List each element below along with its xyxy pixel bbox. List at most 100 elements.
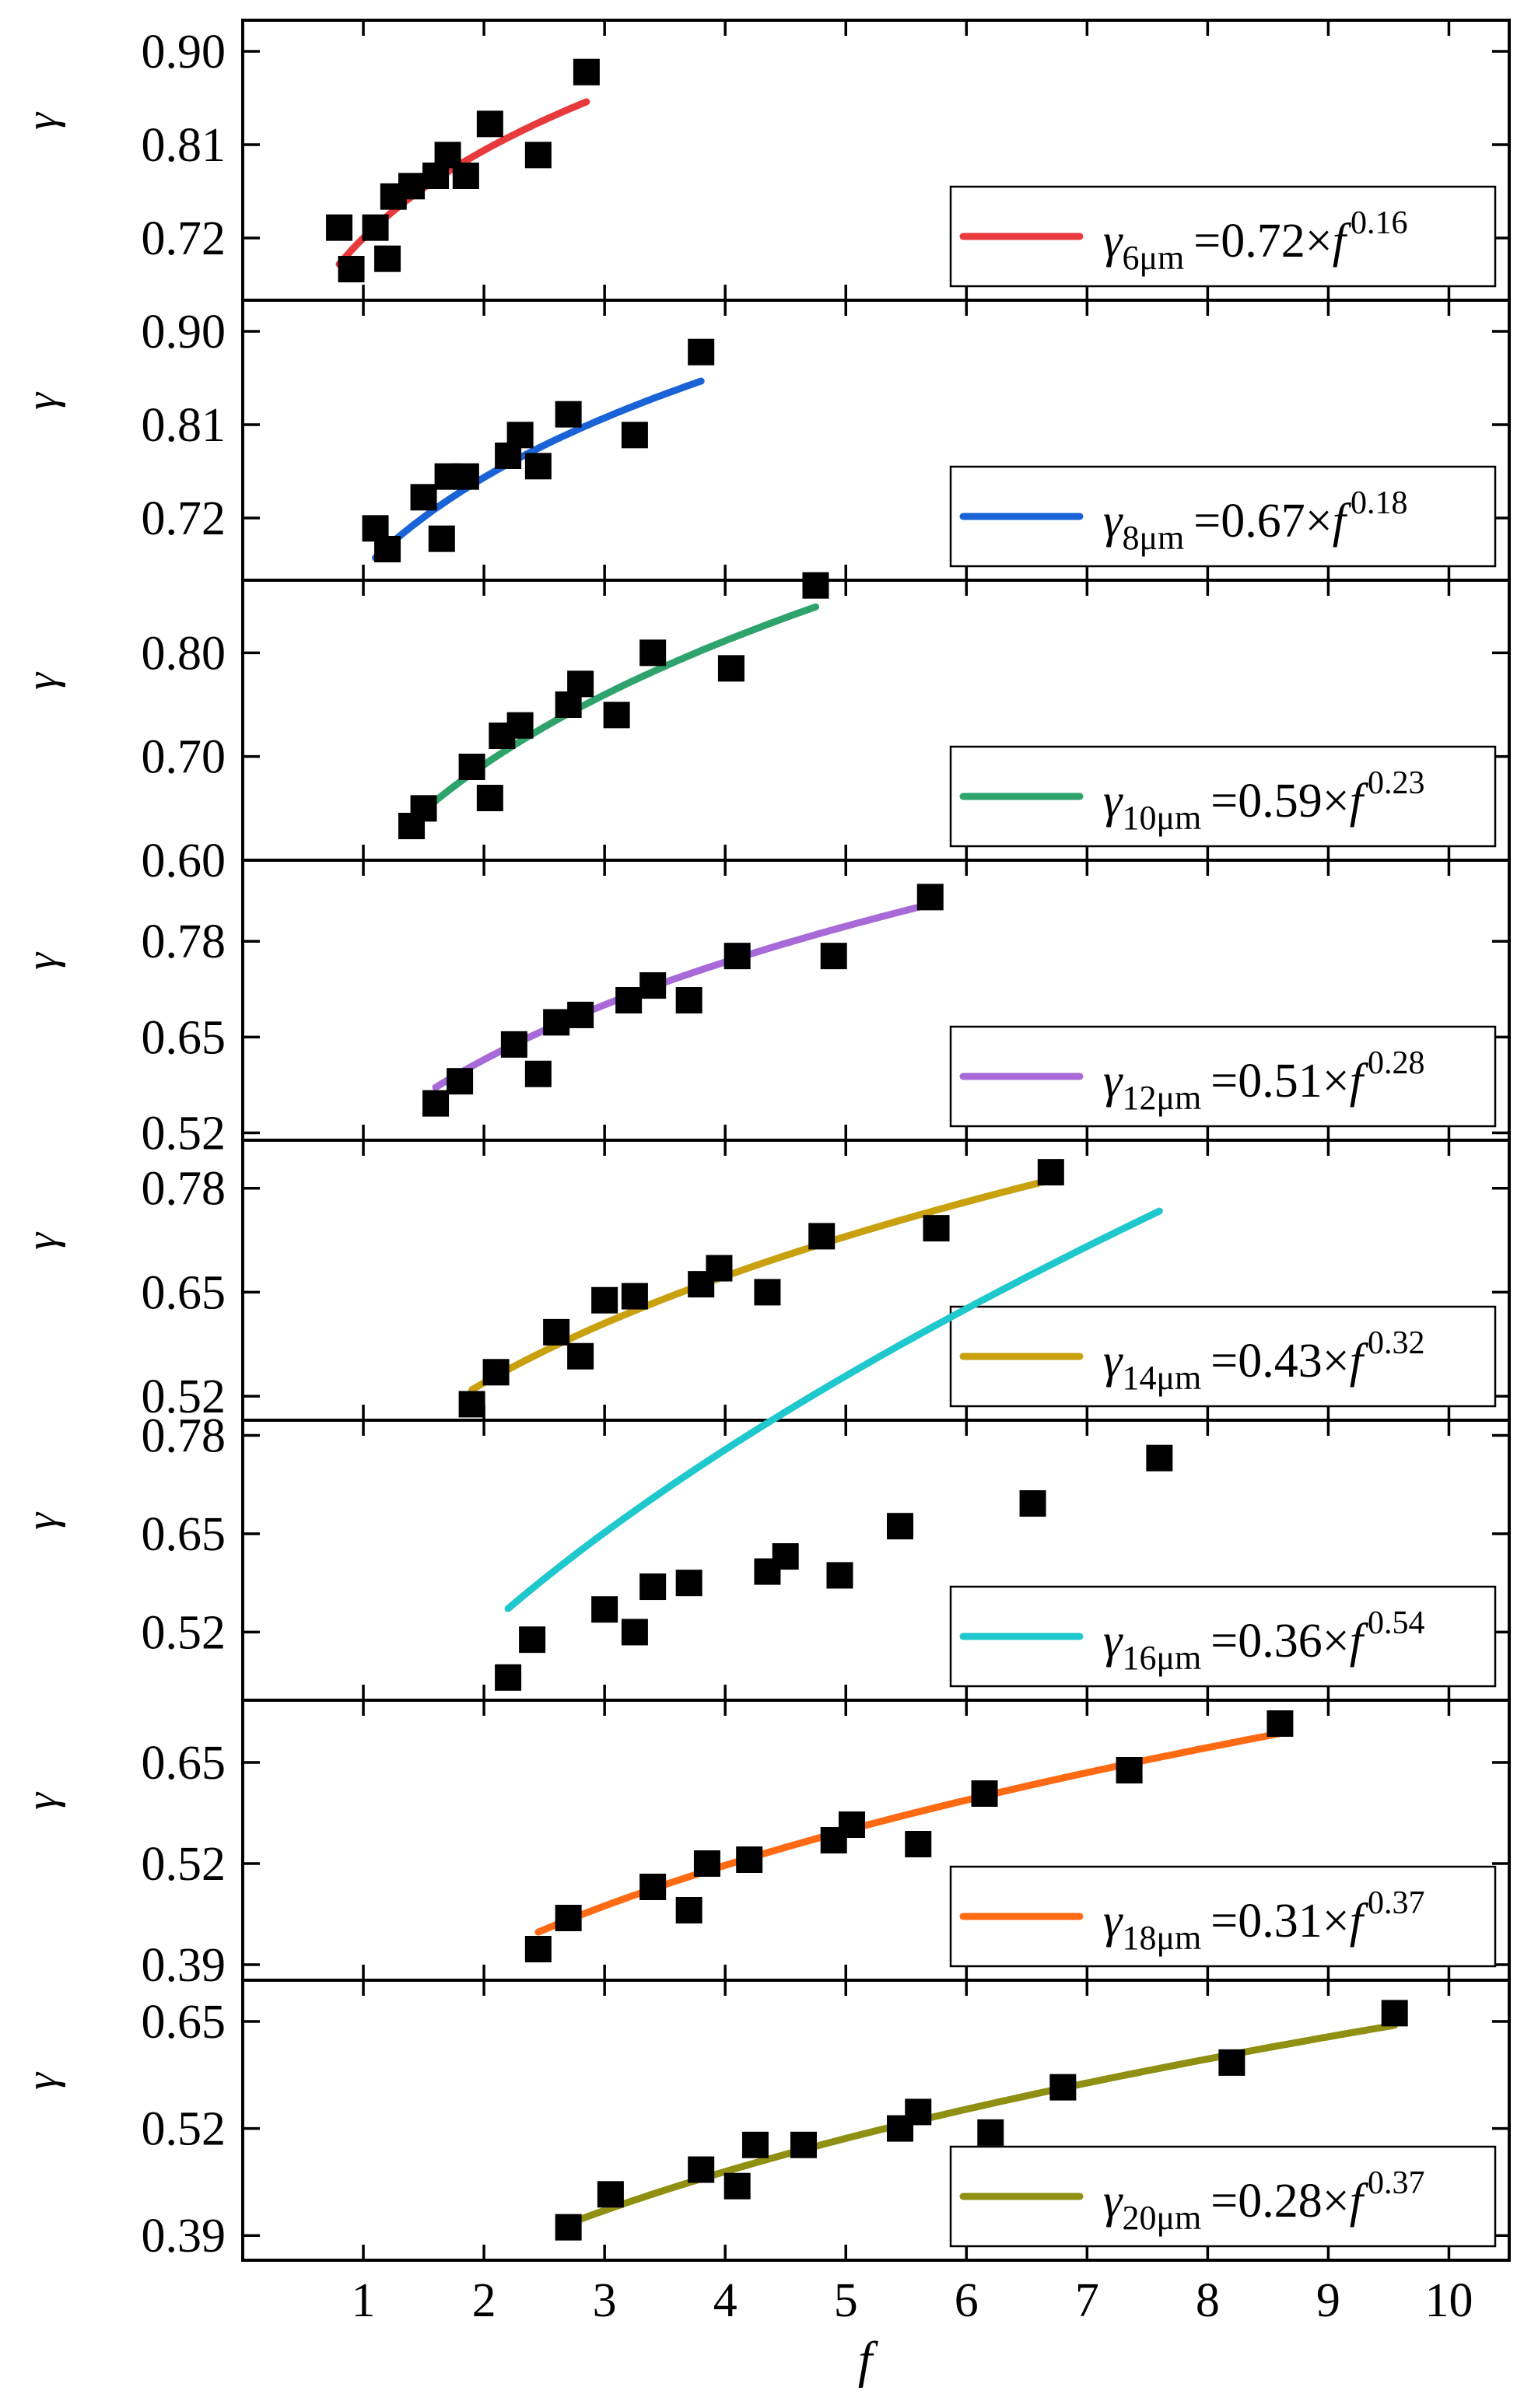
data-point (639, 972, 667, 999)
data-point (524, 1936, 552, 1962)
legend-label: γ18μm =0.31×f 0.37 (1103, 1885, 1424, 1957)
data-point (1381, 2000, 1408, 2027)
fit-curve (504, 1207, 1163, 1612)
data-point (543, 1318, 570, 1346)
data-point (567, 670, 594, 698)
data-point (706, 1255, 733, 1282)
data-point (567, 1342, 594, 1370)
legend-gamma: γ (1103, 1335, 1123, 1388)
legend: γ16μm =0.36×f 0.54 (949, 1585, 1497, 1688)
legend-gamma: γ (1103, 495, 1123, 548)
x-tick-label: 2 (472, 2274, 496, 2327)
data-point (422, 1090, 450, 1117)
data-point (1146, 1444, 1173, 1472)
data-point (675, 1570, 702, 1597)
legend-equation: =0.51× (1210, 1055, 1349, 1108)
legend-label: γ20μm =0.28×f 0.37 (1103, 2165, 1424, 2237)
data-point (905, 1831, 932, 1857)
legend-equation: =0.72× (1193, 215, 1332, 268)
data-point (447, 1068, 474, 1095)
data-point (476, 110, 503, 138)
data-point (615, 987, 643, 1013)
y-tick-label: 0.60 (142, 835, 226, 887)
data-point (597, 2181, 624, 2208)
data-point (524, 453, 552, 480)
data-point (1266, 1710, 1294, 1737)
data-point (398, 173, 426, 200)
data-point (688, 338, 715, 366)
legend: γ6μm =0.72×f 0.16 (949, 185, 1497, 288)
y-tick-label: 0.72 (142, 492, 226, 545)
y-tick-label: 0.39 (142, 1939, 226, 1992)
data-point (591, 1286, 618, 1314)
y-tick-label: 0.52 (142, 2103, 226, 2156)
data-point (639, 639, 667, 667)
data-point (374, 536, 401, 562)
y-tick-label: 0.81 (142, 399, 226, 452)
y-tick-label: 0.52 (142, 1838, 226, 1891)
data-point (639, 1874, 667, 1900)
y-tick-label: 0.65 (142, 1737, 226, 1790)
y-tick-label: 0.78 (142, 915, 226, 968)
data-point (555, 1905, 582, 1931)
data-point (326, 214, 353, 241)
x-tick-label: 4 (713, 2274, 737, 2327)
data-point (506, 422, 534, 449)
legend-subscript: 6μm (1122, 239, 1184, 277)
data-point (543, 1009, 570, 1036)
y-tick-label: 0.65 (142, 1508, 226, 1561)
data-point (524, 1060, 552, 1087)
data-point (506, 712, 534, 739)
x-axis-label: f (858, 2332, 878, 2389)
y-axis-label: γ (18, 2071, 66, 2090)
legend-exponent: 0.23 (1368, 765, 1425, 801)
fit-curve (372, 377, 705, 562)
y-axis-label: γ (18, 1231, 66, 1250)
data-point (772, 1543, 799, 1570)
legend-exponent: 0.32 (1368, 1325, 1425, 1361)
data-point (621, 1283, 648, 1310)
legend-gamma: γ (1103, 2175, 1123, 2228)
data-point (790, 2131, 817, 2158)
y-tick-label: 0.65 (142, 1011, 226, 1064)
data-point (591, 1596, 618, 1623)
legend-subscript: 10μm (1122, 799, 1201, 837)
data-point (410, 795, 437, 822)
y-tick-label: 0.72 (142, 212, 226, 265)
legend-equation: =0.67× (1193, 495, 1332, 548)
data-point (573, 58, 600, 86)
data-point (410, 484, 437, 511)
legend-equation: =0.31× (1210, 1895, 1349, 1948)
y-tick-label: 0.78 (142, 1163, 226, 1216)
data-point (621, 422, 648, 449)
y-tick-label: 0.39 (142, 2210, 226, 2263)
data-point (524, 142, 552, 169)
data-point (1037, 1159, 1064, 1186)
legend: γ10μm =0.59×f 0.23 (949, 745, 1497, 848)
y-axis-label: γ (18, 1791, 66, 1810)
data-point (754, 1279, 781, 1306)
legend-subscript: 12μm (1122, 1079, 1201, 1117)
legend-exponent: 0.37 (1368, 2165, 1425, 2201)
x-tick-label: 3 (593, 2274, 617, 2327)
data-point (887, 1513, 914, 1540)
data-point (675, 987, 702, 1013)
legend: γ8μm =0.67×f 0.18 (949, 465, 1497, 568)
y-axis-label: γ (18, 391, 66, 410)
legend-exponent: 0.37 (1368, 1885, 1425, 1921)
x-tick-label: 9 (1316, 2274, 1340, 2327)
x-tick-label: 6 (955, 2274, 979, 2327)
legend-gamma: γ (1103, 775, 1123, 828)
data-point (717, 655, 744, 682)
legend-equation: =0.43× (1210, 1335, 1349, 1388)
x-tick-label: 5 (834, 2274, 858, 2327)
y-tick-label: 0.65 (142, 1996, 226, 2049)
legend-subscript: 18μm (1122, 1919, 1201, 1957)
data-point (362, 214, 389, 241)
data-point (555, 401, 582, 428)
x-tick-label: 10 (1424, 2274, 1473, 2327)
